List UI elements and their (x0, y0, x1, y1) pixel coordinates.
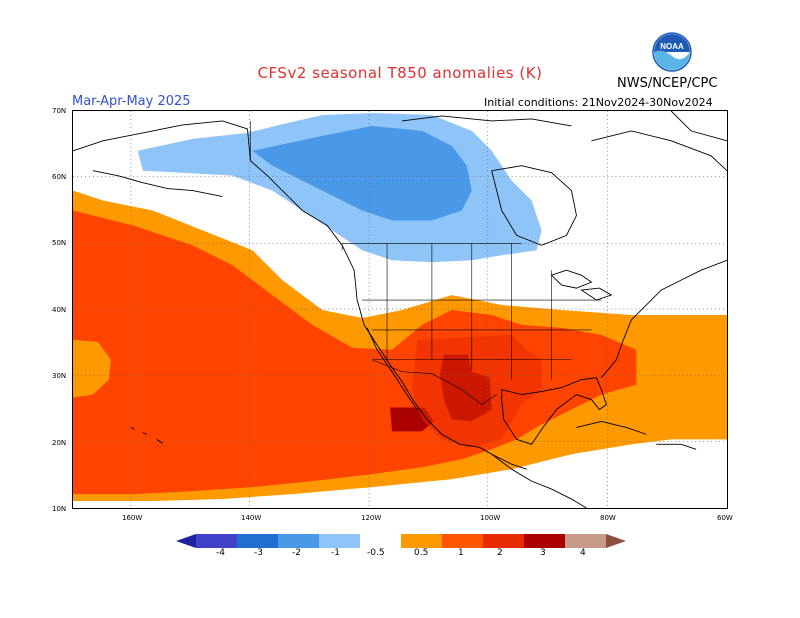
colorbar-cell (237, 534, 279, 548)
agency-label: NWS/NCEP/CPC (617, 76, 718, 91)
colorbar-label-neg3: -3 (254, 548, 263, 558)
noaa-logo-icon: NOAA (652, 32, 692, 72)
colorbar-cell (360, 534, 402, 548)
colorbar-cell (319, 534, 361, 548)
colorbar-label-neg1: -1 (331, 548, 340, 558)
lat-label-20n: 20N (52, 439, 67, 447)
colorbar-label-neg05: -0.5 (367, 548, 385, 558)
anomaly-region-red (411, 334, 542, 448)
colorbar-label-pos3: 3 (540, 548, 546, 558)
forecast-period: Mar-Apr-May 2025 (72, 94, 191, 109)
lat-label-60n: 60N (52, 173, 67, 181)
colorbar-label-pos05: 0.5 (414, 548, 429, 558)
colorbar-cell (524, 534, 566, 548)
colorbar-cell (565, 534, 607, 548)
map-title: CFSv2 seasonal T850 anomalies (K) (257, 64, 543, 82)
lat-label-50n: 50N (52, 239, 67, 247)
lon-label-160w: 160W (122, 514, 143, 522)
colorbar-label-pos1: 1 (458, 548, 464, 558)
lat-label-10n: 10N (52, 505, 67, 513)
colorbar-label-pos2: 2 (497, 548, 503, 558)
borders (250, 120, 602, 405)
lat-label-70n: 70N (52, 107, 67, 115)
lat-label-40n: 40N (52, 306, 67, 314)
lon-label-100w: 100W (480, 514, 501, 522)
initial-conditions-label: Initial conditions: 21Nov2024-30Nov2024 (484, 96, 713, 109)
colorbar-cell (196, 534, 238, 548)
colorbar-label-neg4: -4 (216, 548, 225, 558)
lon-label-60w: 60W (717, 514, 733, 522)
colorbar-label-pos4: 4 (580, 548, 586, 558)
anomaly-region-mid-blue (252, 125, 472, 221)
coastlines (73, 111, 727, 508)
lon-label-140w: 140W (241, 514, 262, 522)
colorbar-arrow-left (176, 534, 196, 548)
logo-text: NOAA (660, 42, 684, 51)
colorbar-arrow-right (606, 534, 626, 548)
colorbar-cell (442, 534, 484, 548)
lon-label-120w: 120W (361, 514, 382, 522)
colorbar-cell (401, 534, 443, 548)
anomaly-map (72, 110, 728, 509)
anomaly-region-pocket (73, 339, 111, 398)
lat-label-30n: 30N (52, 372, 67, 380)
colorbar-cell (483, 534, 525, 548)
colorbar (176, 534, 626, 548)
colorbar-cell (278, 534, 320, 548)
lon-label-80w: 80W (600, 514, 616, 522)
colorbar-label-neg2: -2 (292, 548, 301, 558)
